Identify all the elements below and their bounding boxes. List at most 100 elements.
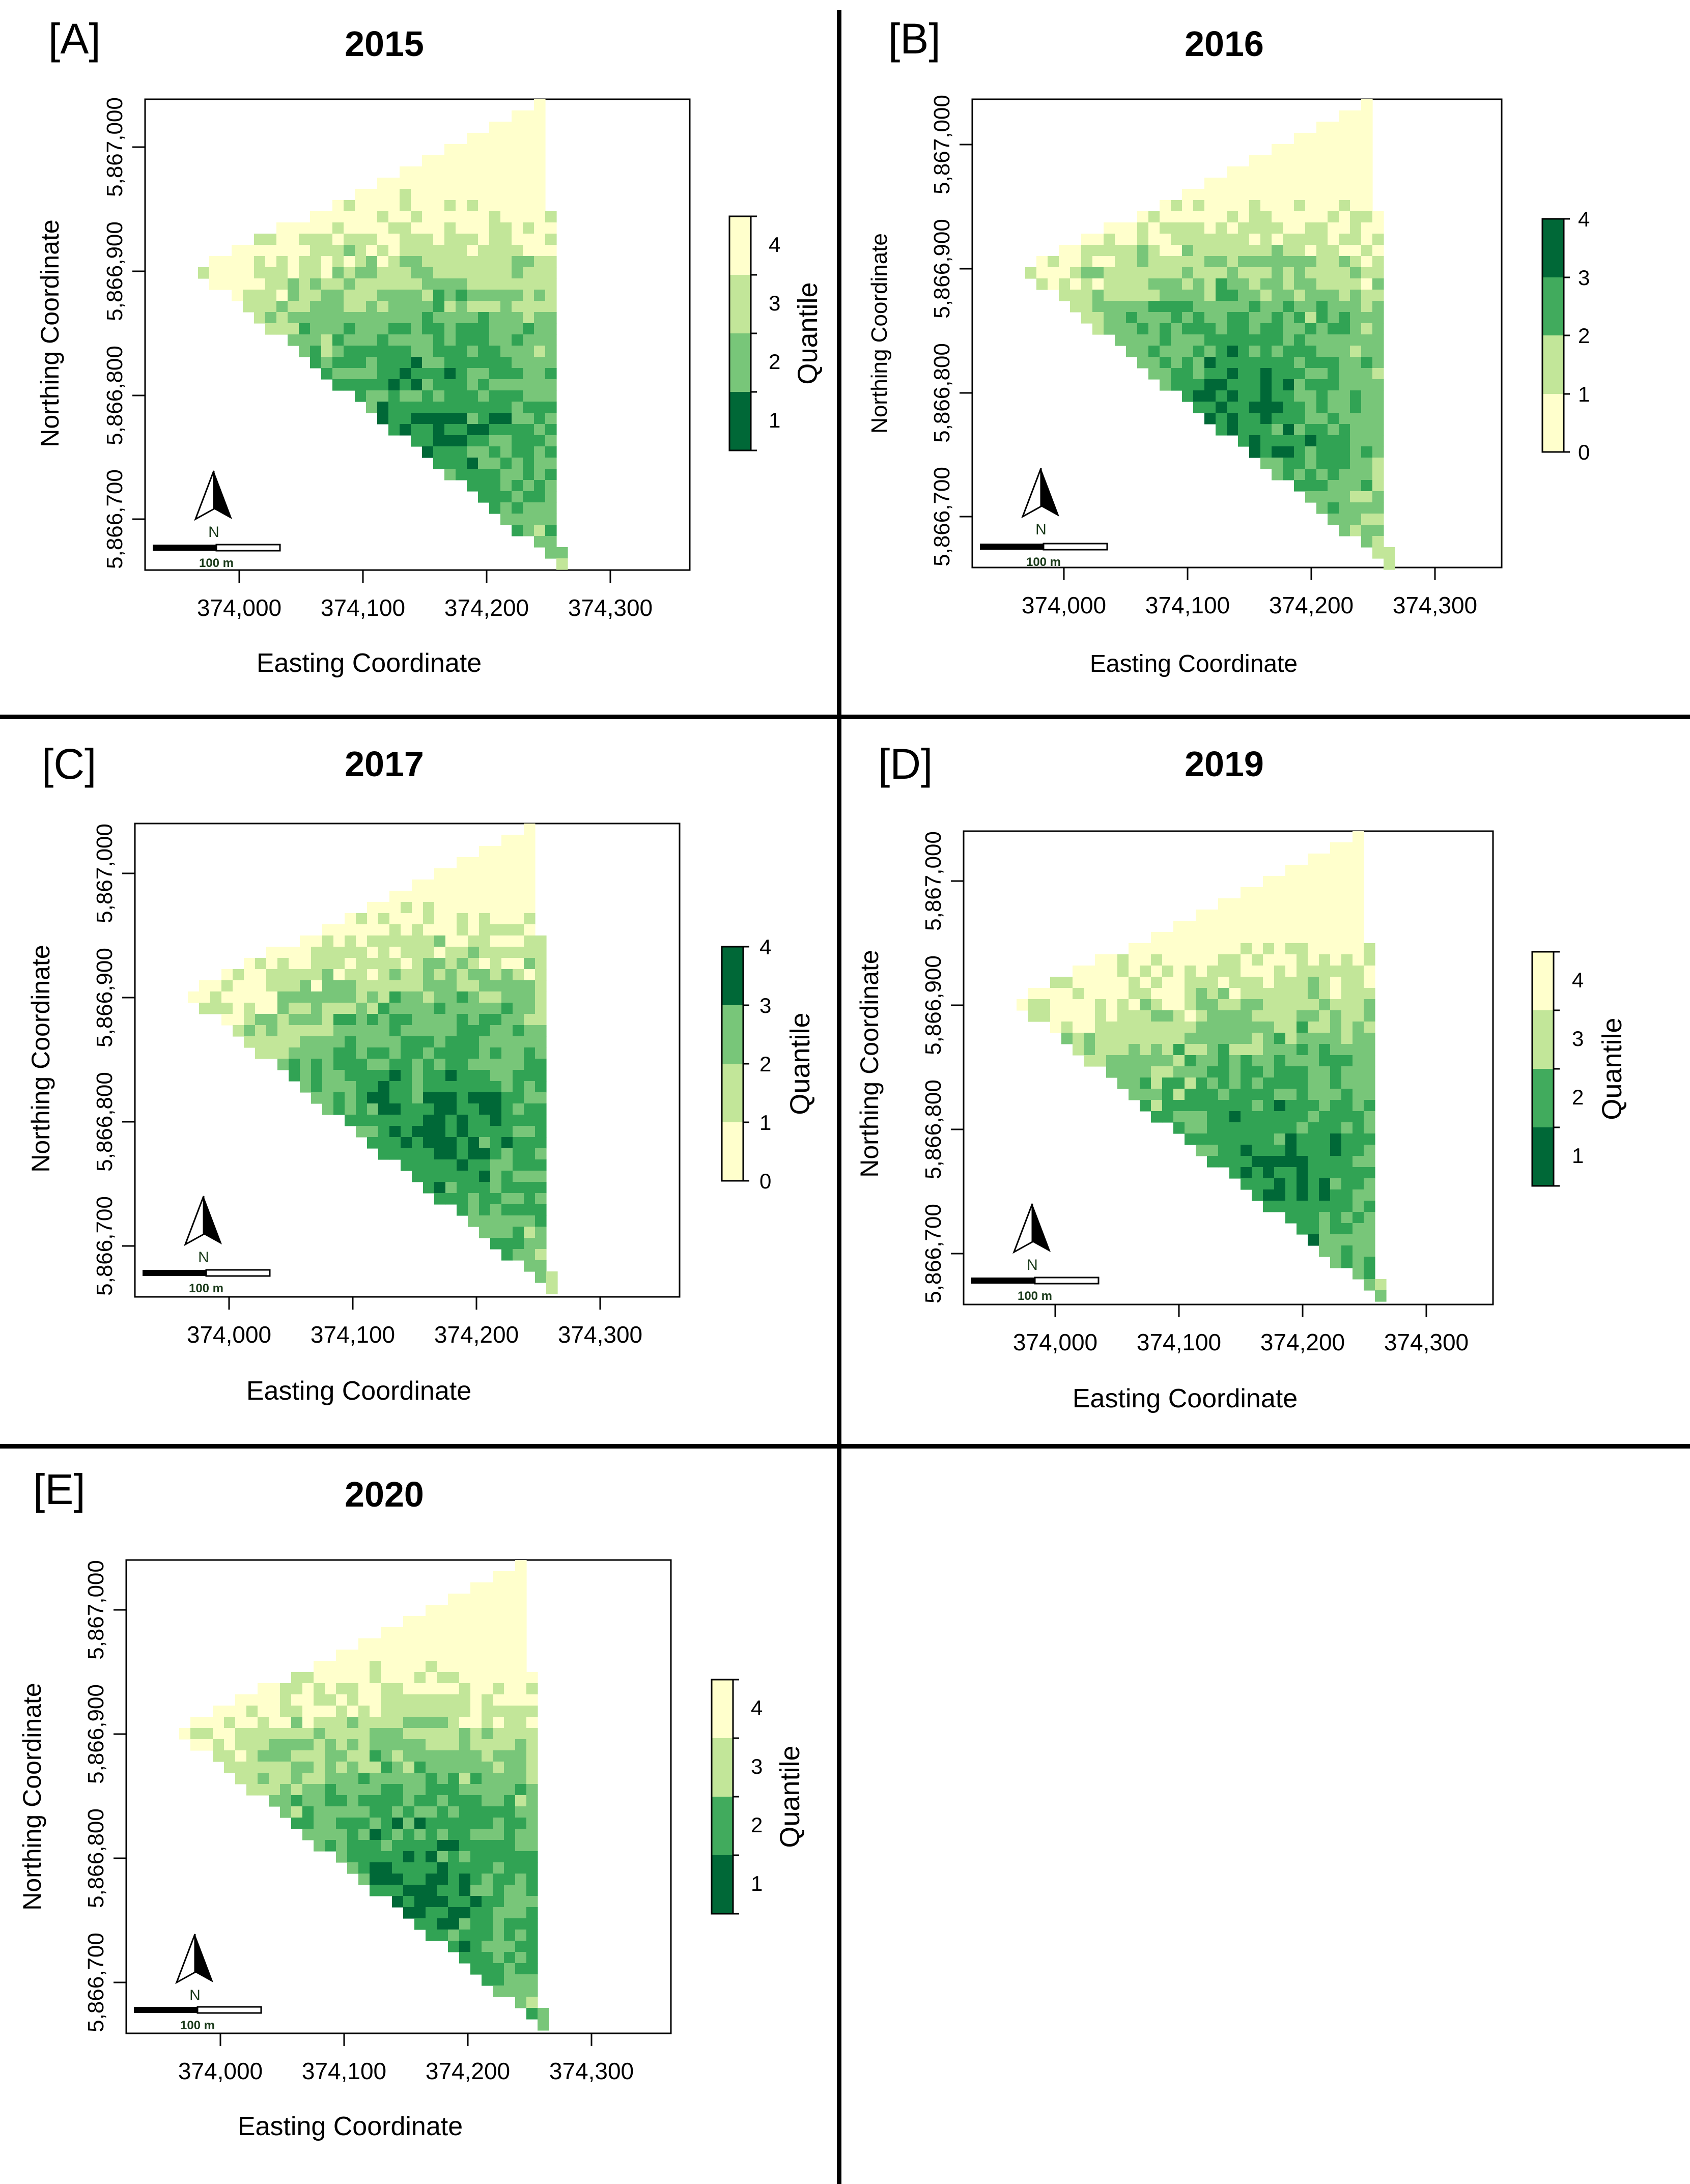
raster-cell <box>1375 1290 1387 1302</box>
raster-cell <box>1137 346 1149 357</box>
raster-cell <box>423 1047 435 1059</box>
raster-cell <box>1173 1089 1185 1100</box>
raster-cell <box>1070 245 1082 257</box>
raster-cell <box>1117 1055 1129 1067</box>
raster-cell <box>434 1059 446 1070</box>
raster-cell <box>534 301 546 313</box>
raster-cell <box>1216 267 1227 279</box>
raster-cell <box>493 1862 504 1874</box>
raster-cell <box>1274 977 1286 988</box>
raster-cell <box>1229 954 1241 966</box>
raster-cell <box>1330 988 1342 1000</box>
raster-cell <box>403 1728 415 1740</box>
raster-cell <box>378 1003 390 1014</box>
raster-cell <box>468 1092 480 1104</box>
raster-cell <box>1092 323 1104 335</box>
raster-cell <box>524 969 536 981</box>
raster-cell <box>457 1182 468 1194</box>
raster-cell <box>1341 1145 1353 1156</box>
raster-cell <box>400 334 411 346</box>
raster-cell <box>1073 1022 1084 1033</box>
raster-cell <box>1272 368 1283 380</box>
raster-cell <box>1218 1010 1230 1022</box>
raster-cell <box>437 1728 448 1740</box>
raster-cell <box>470 1627 482 1639</box>
raster-cell <box>1185 1133 1196 1145</box>
raster-cell <box>1364 1066 1375 1078</box>
raster-cell <box>515 1739 527 1751</box>
north-label: N <box>189 1987 201 2004</box>
raster-cell <box>310 357 322 368</box>
raster-cell <box>280 1706 292 1717</box>
raster-cell <box>1353 865 1364 876</box>
raster-cell <box>515 1840 527 1852</box>
raster-cell <box>1319 1189 1331 1201</box>
raster-cell <box>202 1739 213 1751</box>
raster-cell <box>512 514 523 525</box>
raster-cell <box>1216 312 1227 324</box>
raster-cell <box>336 1762 348 1773</box>
raster-cell <box>322 1081 334 1093</box>
raster-cell <box>1297 898 1308 910</box>
raster-cell <box>457 1103 468 1115</box>
raster-cell <box>1182 234 1194 245</box>
raster-cell <box>367 1092 379 1104</box>
raster-cell <box>310 323 322 335</box>
raster-cell <box>1059 245 1071 257</box>
panel-tag: [A] <box>48 15 101 63</box>
raster-cell <box>1341 910 1353 921</box>
raster-cell <box>358 1806 370 1818</box>
raster-cell <box>1238 357 1250 368</box>
raster-cell <box>403 1616 415 1628</box>
raster-cell <box>1285 1055 1297 1067</box>
raster-cell <box>445 1171 457 1182</box>
raster-cell <box>412 1092 424 1104</box>
raster-cell <box>403 1840 415 1852</box>
raster-cell <box>1148 290 1160 301</box>
raster-cell <box>388 222 400 234</box>
raster-cell <box>1229 1044 1241 1056</box>
raster-cell <box>389 1103 401 1115</box>
raster-cell <box>311 958 323 970</box>
raster-cell <box>457 958 468 970</box>
raster-cell <box>1294 189 1306 201</box>
raster-cell <box>1148 222 1160 234</box>
raster-cell <box>1249 312 1261 324</box>
raster-cell <box>1328 245 1339 257</box>
raster-cell <box>1297 1066 1308 1078</box>
raster-cell <box>235 1717 247 1728</box>
raster-cell <box>524 947 536 958</box>
raster-cell <box>1341 1178 1353 1190</box>
raster-cell <box>470 1650 482 1661</box>
raster-cell <box>1361 267 1373 279</box>
raster-cell <box>401 1137 412 1149</box>
raster-cell <box>1330 999 1342 1011</box>
raster-cell <box>1316 390 1328 402</box>
raster-cell <box>1216 290 1227 301</box>
raster-cell <box>489 368 501 380</box>
raster-cell <box>1252 977 1263 988</box>
raster-cell <box>1308 1055 1319 1067</box>
raster-cell <box>280 1773 292 1784</box>
raster-cell <box>526 1997 538 2008</box>
raster-cell <box>490 991 502 1003</box>
raster-cell <box>423 913 435 925</box>
raster-cell <box>356 924 368 936</box>
raster-cell <box>412 1081 424 1093</box>
raster-cell <box>1341 1033 1353 1044</box>
raster-cell <box>1204 301 1216 313</box>
raster-cell <box>213 1717 224 1728</box>
raster-cell <box>1171 267 1182 279</box>
raster-cell <box>523 278 534 290</box>
raster-cell <box>412 1070 424 1082</box>
raster-cell <box>370 1795 381 1807</box>
raster-cell <box>470 1694 482 1706</box>
raster-cell <box>1218 999 1230 1011</box>
raster-cell <box>534 166 546 178</box>
raster-cell <box>358 1818 370 1829</box>
raster-cell <box>524 1204 536 1216</box>
y-tick-label: 5,866,800 <box>102 346 127 445</box>
raster-cell <box>1330 1201 1342 1212</box>
raster-cell <box>1185 921 1196 932</box>
raster-cell <box>1238 211 1250 223</box>
